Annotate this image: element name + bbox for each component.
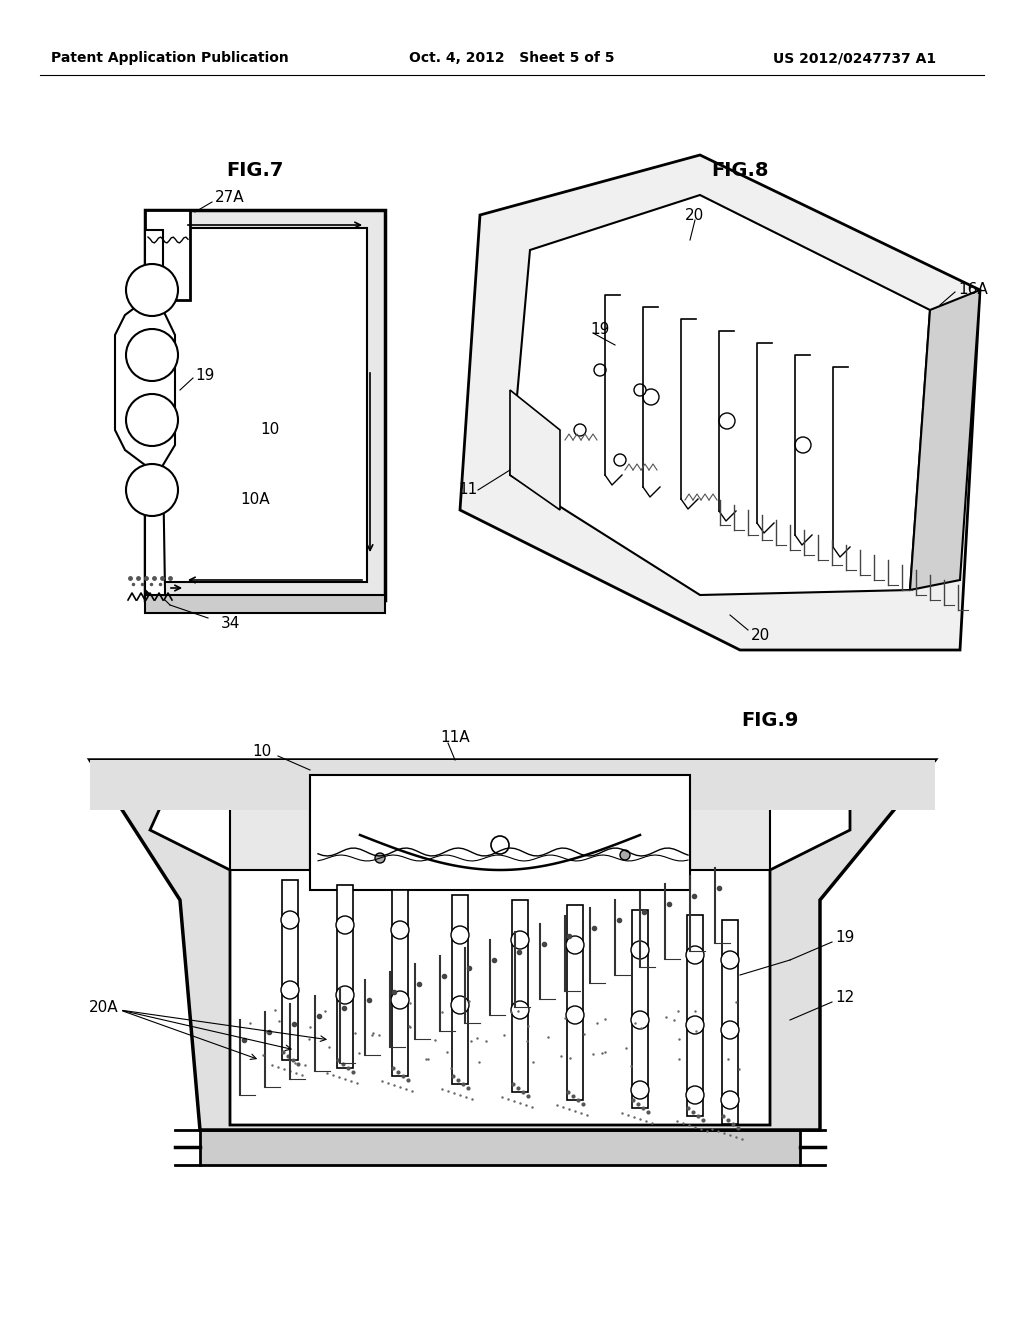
Circle shape	[126, 329, 178, 381]
Bar	[145, 210, 385, 601]
Circle shape	[594, 364, 606, 376]
Text: US 2012/0247737 A1: US 2012/0247737 A1	[773, 51, 937, 65]
Circle shape	[451, 997, 469, 1014]
Text: FIG.7: FIG.7	[226, 161, 284, 180]
Circle shape	[490, 836, 509, 854]
Text: 10: 10	[253, 744, 272, 759]
Text: FIG.9: FIG.9	[741, 710, 799, 730]
Circle shape	[634, 384, 646, 396]
Polygon shape	[510, 195, 930, 595]
Circle shape	[281, 911, 299, 929]
Bar	[337, 884, 353, 1068]
Bar	[145, 595, 385, 612]
Circle shape	[391, 921, 409, 939]
Bar	[632, 909, 648, 1107]
Polygon shape	[910, 290, 980, 590]
Polygon shape	[150, 775, 850, 1125]
Circle shape	[574, 424, 586, 436]
Circle shape	[631, 1011, 649, 1030]
Circle shape	[451, 927, 469, 944]
Bar	[282, 880, 298, 1060]
Circle shape	[614, 454, 626, 466]
Text: 12: 12	[835, 990, 854, 1006]
Text: 11A: 11A	[440, 730, 470, 746]
Text: 19: 19	[195, 367, 214, 383]
Text: FIG.8: FIG.8	[712, 161, 769, 180]
Circle shape	[511, 931, 529, 949]
Bar	[200, 1130, 800, 1166]
Polygon shape	[90, 760, 935, 1130]
Circle shape	[721, 1020, 739, 1039]
Circle shape	[721, 1092, 739, 1109]
Text: 16A: 16A	[958, 282, 988, 297]
Polygon shape	[460, 154, 980, 649]
Circle shape	[631, 1081, 649, 1100]
Circle shape	[686, 946, 705, 964]
Text: 19: 19	[835, 931, 854, 945]
Bar	[687, 915, 703, 1115]
Text: Oct. 4, 2012   Sheet 5 of 5: Oct. 4, 2012 Sheet 5 of 5	[410, 51, 614, 65]
Bar	[310, 775, 690, 890]
Bar	[145, 210, 190, 300]
Text: 34: 34	[220, 615, 240, 631]
Bar	[90, 760, 935, 810]
Text: 10A: 10A	[241, 492, 269, 507]
Text: 11: 11	[459, 483, 477, 498]
Text: 20: 20	[685, 207, 705, 223]
Circle shape	[631, 941, 649, 960]
Circle shape	[281, 981, 299, 999]
Text: 10: 10	[260, 422, 280, 437]
Circle shape	[511, 1001, 529, 1019]
Text: 20: 20	[751, 627, 770, 643]
Bar	[722, 920, 738, 1125]
Polygon shape	[510, 389, 560, 510]
Bar	[690, 775, 770, 870]
Circle shape	[719, 413, 735, 429]
Text: 20A: 20A	[88, 1001, 118, 1015]
Circle shape	[126, 393, 178, 446]
Circle shape	[126, 465, 178, 516]
Circle shape	[336, 916, 354, 935]
Circle shape	[686, 1016, 705, 1034]
Text: 19: 19	[590, 322, 609, 338]
Bar	[392, 890, 408, 1076]
Circle shape	[795, 437, 811, 453]
Circle shape	[391, 991, 409, 1008]
Polygon shape	[115, 230, 175, 610]
Circle shape	[721, 950, 739, 969]
Bar	[567, 906, 583, 1100]
Bar	[452, 895, 468, 1084]
Bar	[163, 228, 367, 582]
Circle shape	[336, 986, 354, 1005]
Circle shape	[643, 389, 659, 405]
Circle shape	[686, 1086, 705, 1104]
Circle shape	[620, 850, 630, 861]
Circle shape	[566, 1006, 584, 1024]
Circle shape	[566, 936, 584, 954]
Bar	[512, 900, 528, 1092]
Circle shape	[375, 853, 385, 863]
Bar	[230, 775, 310, 870]
Circle shape	[126, 264, 178, 315]
Text: Patent Application Publication: Patent Application Publication	[51, 51, 289, 65]
Text: 27A: 27A	[215, 190, 245, 206]
